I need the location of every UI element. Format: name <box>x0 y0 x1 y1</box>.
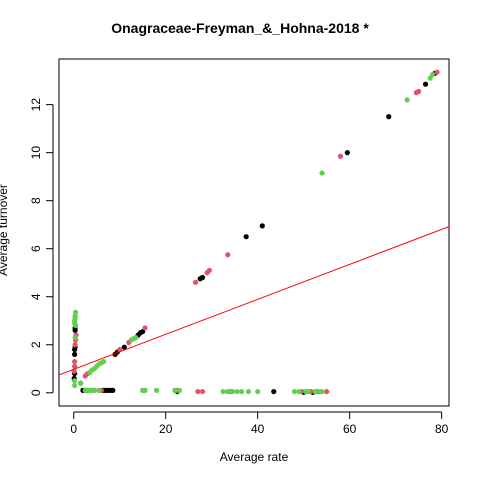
data-point-green <box>91 387 98 393</box>
data-point-red <box>324 388 330 395</box>
data-point-green <box>78 380 84 386</box>
y-axis-label: Average turnover <box>0 184 10 276</box>
y-tick-label: 12 <box>29 98 43 112</box>
chart-title: Onagraceae-Freyman_&_Hohna-2018 * <box>111 20 369 36</box>
data-point-black <box>121 344 127 350</box>
data-point-green <box>238 388 245 395</box>
data-point-black <box>72 351 78 357</box>
x-tick-label: 60 <box>343 422 357 436</box>
data-point-black <box>259 223 265 229</box>
data-point-black <box>386 114 392 120</box>
data-point-black <box>110 387 116 393</box>
data-point-green <box>176 387 183 393</box>
data-point-green <box>312 388 318 395</box>
x-tick-label: 80 <box>435 422 449 436</box>
data-point-red <box>434 69 440 75</box>
data-point-green <box>220 388 226 395</box>
points-group <box>71 69 440 395</box>
data-point-red <box>195 388 201 395</box>
data-point-green <box>72 334 78 341</box>
y-tick-label: 6 <box>29 245 43 252</box>
data-point-red <box>192 279 199 285</box>
data-point-green <box>319 388 325 395</box>
data-point-black <box>243 234 249 240</box>
data-point-green <box>404 97 410 103</box>
data-point-green <box>142 387 148 393</box>
data-point-green <box>72 382 78 389</box>
data-point-red <box>142 325 148 331</box>
data-point-green <box>229 388 235 395</box>
data-point-red <box>225 252 231 258</box>
data-point-green <box>234 388 240 395</box>
x-tick-label: 20 <box>159 422 173 436</box>
x-tick-label: 40 <box>251 422 265 436</box>
y-axis-label-wrap: Average turnover <box>0 184 23 276</box>
x-axis-label: Average rate <box>219 450 289 464</box>
data-point-red <box>199 388 206 395</box>
data-point-green <box>245 388 252 395</box>
y-tick-label: 10 <box>29 146 43 160</box>
y-tick-label: 0 <box>29 389 43 396</box>
x-tick-label: 0 <box>70 422 77 436</box>
data-point-green <box>255 388 261 395</box>
data-point-green <box>225 388 231 395</box>
data-point-green <box>133 334 139 341</box>
data-point-green <box>429 72 436 78</box>
data-point-red <box>206 267 212 273</box>
data-point-black <box>344 150 350 156</box>
plot-frame <box>58 58 450 407</box>
data-point-green <box>172 387 178 393</box>
data-point-green <box>72 378 78 384</box>
data-point-red <box>72 342 78 348</box>
data-point-black <box>422 81 429 87</box>
y-tick-label: 8 <box>29 197 43 204</box>
data-point-green <box>305 388 311 395</box>
data-point-red <box>337 153 344 159</box>
y-tick-label: 2 <box>29 341 43 348</box>
y-tick-label: 4 <box>29 293 43 300</box>
data-point-red <box>72 363 78 369</box>
data-point-green <box>96 387 102 393</box>
data-point-green <box>291 388 298 395</box>
regression-line <box>59 226 449 376</box>
data-point-green <box>153 387 160 393</box>
data-point-green <box>319 170 325 176</box>
data-point-green <box>101 358 107 365</box>
data-point-green <box>72 309 79 315</box>
data-point-green <box>296 388 302 395</box>
data-point-red <box>72 358 78 365</box>
data-point-black <box>271 388 277 395</box>
data-point-black <box>199 274 206 281</box>
data-point-red <box>416 88 422 95</box>
data-point-green <box>72 322 79 329</box>
